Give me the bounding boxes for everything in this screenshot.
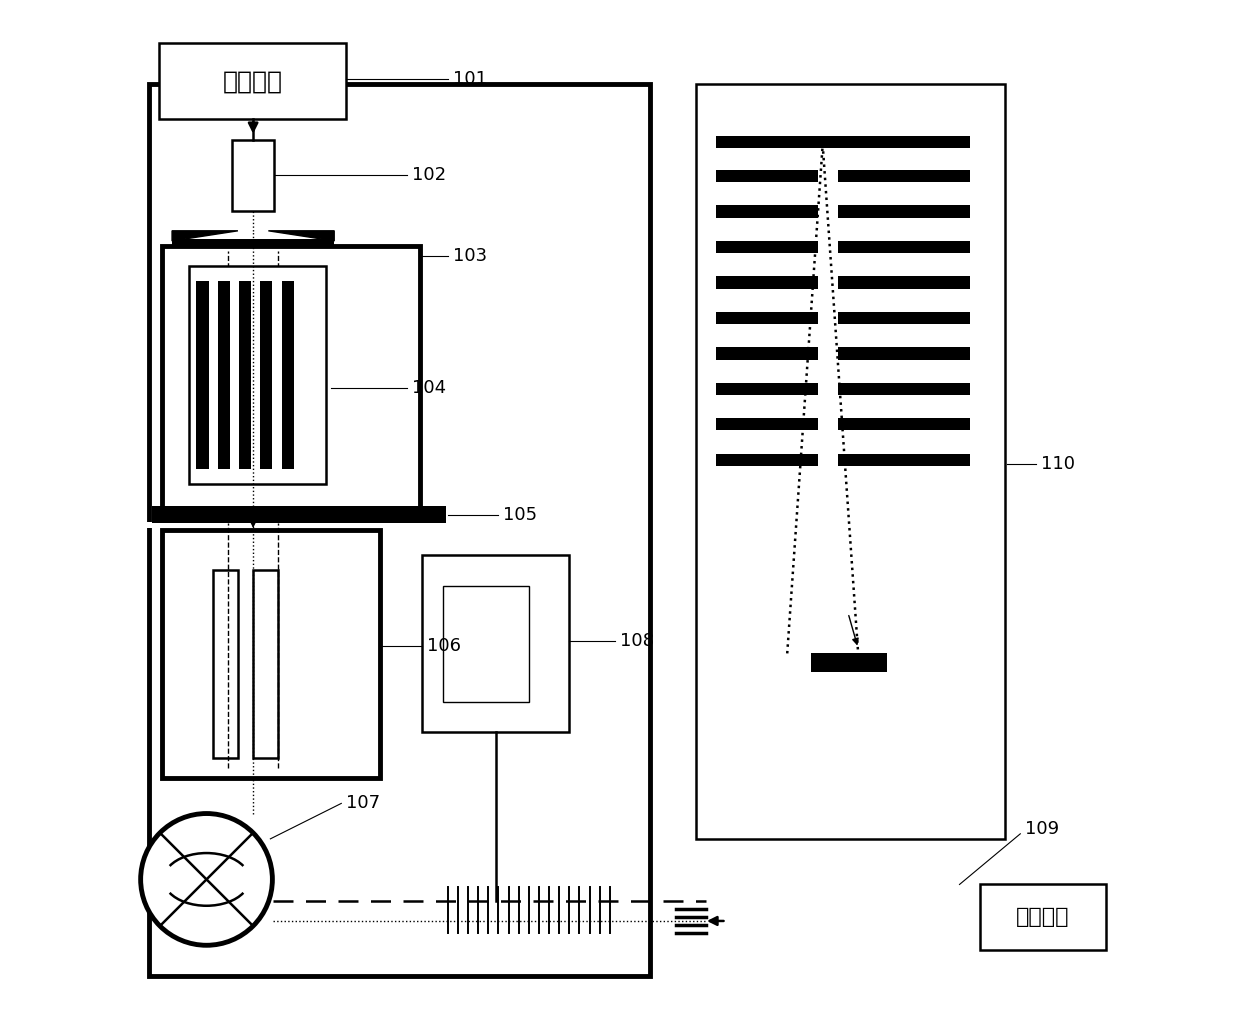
Bar xyxy=(838,206,970,218)
Bar xyxy=(838,170,970,182)
Circle shape xyxy=(140,813,273,946)
Bar xyxy=(260,281,273,469)
Text: 109: 109 xyxy=(1025,819,1059,838)
Bar xyxy=(838,347,970,360)
Bar xyxy=(423,555,569,733)
Bar xyxy=(149,84,651,975)
Bar xyxy=(212,571,238,758)
Polygon shape xyxy=(172,230,238,240)
Bar xyxy=(146,522,451,528)
Text: 108: 108 xyxy=(620,632,653,650)
Bar xyxy=(159,44,346,119)
Bar xyxy=(443,586,528,702)
Bar xyxy=(838,418,970,430)
Text: 样品引入: 样品引入 xyxy=(223,69,283,94)
Bar xyxy=(717,276,817,288)
Text: 红外光源: 红外光源 xyxy=(1017,907,1070,927)
Bar xyxy=(717,136,970,148)
Text: 104: 104 xyxy=(412,379,446,396)
Bar xyxy=(980,884,1106,951)
Bar xyxy=(717,383,817,395)
Bar xyxy=(162,530,379,779)
Bar xyxy=(196,281,208,469)
Bar xyxy=(172,238,335,246)
Bar xyxy=(838,276,970,288)
Bar xyxy=(811,653,887,672)
Bar xyxy=(838,453,970,466)
Text: 102: 102 xyxy=(412,166,446,184)
Bar xyxy=(218,281,229,469)
Bar xyxy=(838,312,970,324)
Bar xyxy=(281,281,294,469)
Bar xyxy=(696,84,1006,839)
Bar xyxy=(239,281,252,469)
Bar xyxy=(151,506,445,523)
Text: 103: 103 xyxy=(453,248,487,265)
Bar xyxy=(717,312,817,324)
Text: 107: 107 xyxy=(346,795,381,812)
Bar xyxy=(717,453,817,466)
Bar xyxy=(717,206,817,218)
Polygon shape xyxy=(268,230,335,240)
Bar xyxy=(717,418,817,430)
Bar xyxy=(717,170,817,182)
Bar xyxy=(190,266,326,484)
Text: 101: 101 xyxy=(453,69,487,88)
Bar xyxy=(838,240,970,253)
Bar xyxy=(838,383,970,395)
Bar xyxy=(162,246,420,510)
Bar xyxy=(232,140,274,211)
Text: 106: 106 xyxy=(428,637,461,655)
Text: 110: 110 xyxy=(1040,454,1075,473)
Bar xyxy=(253,571,279,758)
Bar xyxy=(717,240,817,253)
Bar xyxy=(717,347,817,360)
Text: 105: 105 xyxy=(503,505,538,524)
